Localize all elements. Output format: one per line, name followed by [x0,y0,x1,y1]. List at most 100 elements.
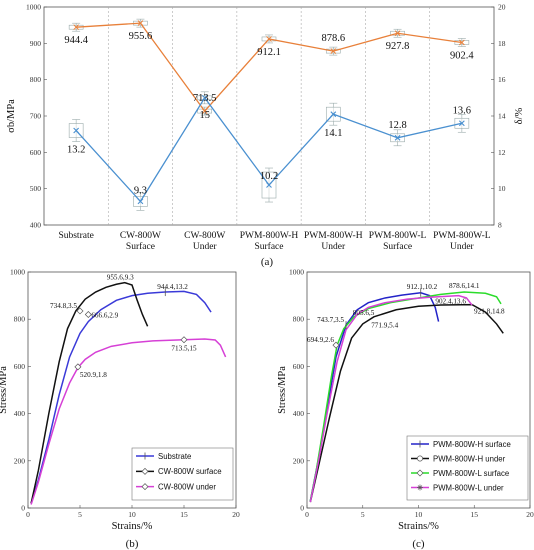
legend-entry-c: PWM-800W-H surface [433,440,511,449]
legend-entry-b: CW-800W under [158,482,216,491]
left-tick-label-a: 400 [30,221,42,230]
x-axis-label-b: Strains/% [112,521,153,532]
y-tick-label-b: 200 [14,456,26,465]
stress-curve-c [309,291,502,502]
annotation-label-b: 666.6,2.9 [91,311,118,319]
y-tick-label-b: 400 [14,409,26,418]
legend-symbol-c [417,455,423,462]
strength-data-label: 912.1 [257,47,281,58]
annotation-label-c: 694.9,2.6 [307,336,334,344]
elongation-point [73,127,80,134]
left-axis-label-a: σb/MPa [6,99,17,133]
x-tick-label-c: 10 [415,510,423,519]
category-label-a: PWM-800W-H [304,231,363,241]
y-tick-label-c: 800 [293,315,305,324]
elongation-point [266,182,272,188]
stress-curve-c [309,303,504,503]
legend-entry-c: PWM-800W-H under [433,454,506,463]
strength-data-label: 955.6 [129,31,153,42]
stress-curve-b [30,338,227,505]
legend-symbol-b [141,483,149,491]
legend-c [406,435,529,501]
annotation-marker-b [74,363,82,371]
category-label-a: Surface [383,241,412,252]
left-tick-label-a: 500 [30,184,42,193]
strength-point [394,30,401,37]
y-tick-label-b: 800 [14,315,26,324]
x-axis-label-c: Strains/% [398,521,439,532]
elongation-point [201,94,208,101]
category-label-a: CW-800W [184,231,225,241]
strength-point [330,48,337,54]
right-tick-label-a: 8 [498,221,502,230]
annotation-marker-b [180,336,188,344]
right-tick-label-a: 12 [498,148,506,157]
left-tick-label-a: 800 [30,75,42,84]
elongation-point [330,111,337,118]
right-tick-label-a: 16 [498,75,506,84]
x-tick-label-b: 15 [180,510,188,519]
x-tick-label-b: 0 [26,510,30,519]
strength-point [137,20,144,26]
annotation-marker-c [332,341,340,349]
annotation-label-c: 771.9,5.4 [371,322,398,330]
elongation-data-label: 12.8 [388,120,406,131]
y-tick-label-c: 400 [293,409,305,418]
y-tick-label-b: 0 [21,504,25,513]
category-label-a: CW-800W [120,231,161,241]
annotation-label-c: 878.6,14.1 [449,282,480,290]
annotation-marker-b [76,307,84,315]
left-tick-label-a: 900 [30,39,42,48]
y-tick-label-b: 1000 [10,268,25,277]
annotation-label-c: 805.6,5 [353,309,375,317]
elongation-point [394,134,401,141]
stress-curve-b [30,290,212,504]
elongation-data-label: 15 [199,110,210,121]
annotation-label-b: 955.6,9.3 [107,274,134,282]
elongation-data-label: 9.3 [134,185,147,196]
category-label-a: Under [450,242,475,252]
annotation-label-c: 921.8,14.8 [474,308,505,316]
y-tick-label-c: 600 [293,362,305,371]
strength-point [266,36,272,42]
right-tick-label-a: 20 [498,3,506,12]
right-tick-label-a: 18 [498,39,506,48]
strength-point [459,39,465,46]
x-tick-label-b: 5 [78,510,82,519]
x-tick-label-b: 10 [128,510,136,519]
category-label-a: PWM-800W-L [433,231,491,241]
annotation-marker-b [84,310,92,318]
strength-point [201,108,208,114]
legend-entry-c: PWM-800W-L surface [433,469,509,478]
elongation-point [137,198,144,205]
legend-symbol-c [416,469,424,477]
strength-data-label: 927.8 [386,41,410,52]
elongation-data-label: 13.6 [453,105,471,116]
strength-data-label: 944.4 [64,35,88,46]
elongation-data-label: 14.1 [324,128,342,139]
x-tick-label-c: 5 [361,510,365,519]
x-tick-label-c: 20 [526,510,534,519]
stress-curve-b [30,281,149,504]
y-tick-label-b: 600 [14,362,26,371]
annotation-label-b: 944.4,13.2 [157,283,188,291]
panel-label-b: (b) [126,538,139,550]
x-tick-label-b: 20 [232,510,240,519]
legend-symbol-c [417,484,423,491]
strength-data-label: 713.5 [193,93,217,104]
annotation-label-c: 912.1,10.2 [407,283,438,291]
elongation-point [458,120,465,127]
strength-data-label: 902.4 [450,50,474,61]
x-tick-label-c: 15 [471,510,479,519]
right-axis-label-a: δ/% [514,107,525,124]
x-tick-label-c: 0 [305,510,309,519]
right-tick-label-a: 14 [498,112,506,121]
legend-symbol-b [141,467,149,475]
y-axis-label-b: Stress/MPa [0,366,9,414]
y-tick-label-c: 200 [293,456,305,465]
annotation-label-c: 902.4,13.6 [435,298,466,306]
strength-data-label: 878.6 [321,33,345,44]
panel-label-a: (a) [261,256,274,268]
strength-point [73,24,79,31]
